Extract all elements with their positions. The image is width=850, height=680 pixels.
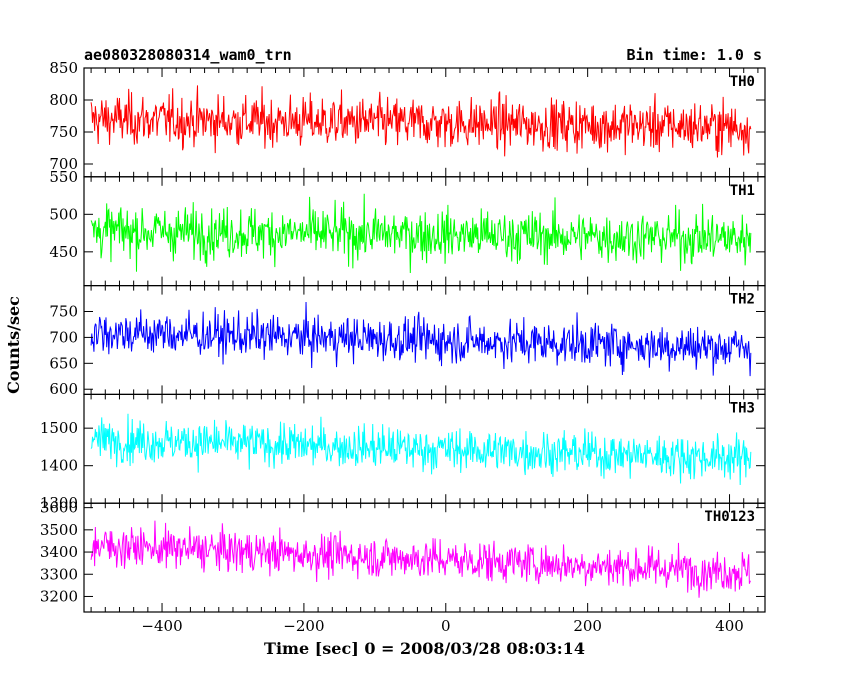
y-tick-label: 450 xyxy=(49,243,78,261)
y-tick-label: 700 xyxy=(49,155,78,173)
y-tick-label: 650 xyxy=(49,354,78,372)
panel-label-th1: TH1 xyxy=(730,183,755,199)
panel-label-th0123: TH0123 xyxy=(704,509,755,525)
y-tick-label: 3200 xyxy=(40,587,78,605)
panel-label-th3: TH3 xyxy=(730,400,755,416)
y-tick-label: 1500 xyxy=(40,419,78,437)
y-tick-label: 750 xyxy=(49,123,78,141)
panel-label-th2: TH2 xyxy=(730,292,755,308)
y-tick-label: 500 xyxy=(49,205,78,223)
y-tick-label: 750 xyxy=(49,303,78,321)
series-line-th0123 xyxy=(90,520,751,598)
y-tick-label: 850 xyxy=(49,59,78,77)
y-tick-label: 3300 xyxy=(40,565,78,583)
y-tick-label: 550 xyxy=(49,168,78,186)
chart-title-left: ae080328080314_wam0_trn xyxy=(84,46,292,64)
x-tick-label: 200 xyxy=(573,617,602,635)
series-line-th3 xyxy=(90,413,752,485)
series-line-th2 xyxy=(90,301,752,377)
x-tick-label: −200 xyxy=(283,617,324,635)
y-tick-label: 3400 xyxy=(40,543,78,561)
y-tick-label: 600 xyxy=(49,380,78,398)
y-tick-label: 3600 xyxy=(40,499,78,517)
chart-title-right: Bin time: 1.0 s xyxy=(626,46,762,64)
y-axis-label: Counts/sec xyxy=(4,296,23,394)
x-tick-label: 0 xyxy=(441,617,451,635)
y-tick-label: 1300 xyxy=(40,494,78,512)
panel-label-th0: TH0 xyxy=(730,74,755,90)
panel-frame-th0123 xyxy=(83,502,766,613)
x-tick-label: −400 xyxy=(141,617,182,635)
series-line-th1 xyxy=(90,193,752,273)
series-line-th0 xyxy=(90,85,752,158)
y-tick-label: 700 xyxy=(49,328,78,346)
y-tick-label: 1400 xyxy=(40,457,78,475)
x-axis-label: Time [sec] 0 = 2008/03/28 08:03:14 xyxy=(264,639,585,658)
y-tick-label: 800 xyxy=(49,91,78,109)
y-tick-label: 3500 xyxy=(40,521,78,539)
x-tick-label: 400 xyxy=(715,617,744,635)
